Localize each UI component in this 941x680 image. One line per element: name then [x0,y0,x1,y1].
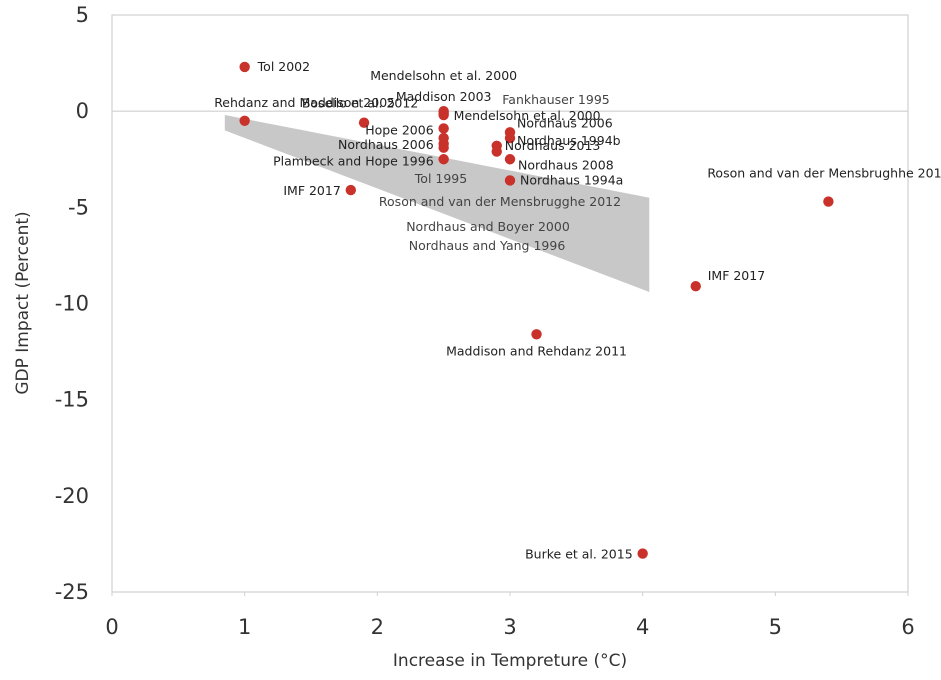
data-point [438,109,449,121]
data-point [690,280,701,292]
point-label: Maddison 2003 [396,89,492,104]
x-tick-label: 2 [371,615,384,639]
data-point [637,548,648,559]
point-label: Nordhaus 2008 [518,157,614,172]
x-tick-label: 3 [503,615,516,639]
point-label: Mendelsohn et al. 2000 [454,108,601,123]
annotation-label: Nordhaus and Boyer 2000 [406,219,570,234]
point-label: Maddison and Rehdanz 2011 [446,343,627,358]
point-label: Bosello et al. 2012 [302,96,418,111]
annotation-label: Fankhauser 1995 [502,92,610,107]
data-point [438,123,449,134]
point-label: IMF 2017 [708,268,765,283]
data-point [438,142,449,153]
point-labels-layer: Tol 2002 Rehdanz and Maddison 2005Bosello… [214,59,941,562]
data-point [491,146,502,157]
point-label: IMF 2017 [283,183,340,198]
data-point [504,132,516,144]
x-tick-label: 0 [105,615,118,639]
point-label: Plambeck and Hope 1996 [273,153,434,168]
x-axis-title: Increase in Tempreture (°C) [393,651,627,671]
x-tick-label: 6 [901,615,914,639]
point-label: Mendelsohn et al. 2000 [370,68,517,83]
data-point [504,175,516,186]
tick-labels-layer: 5 0 -5 -10 -15 -20 -25 0 1 2 3 4 5 6 [55,3,915,639]
point-label: Burke et al. 2015 [525,547,633,562]
data-point [239,115,250,126]
data-points-layer [239,61,834,559]
data-point [239,61,250,73]
y-tick-label: -25 [55,580,89,604]
annotation-label: Tol 1995 [414,171,467,186]
point-label: Roson and van der Mensbrughhe 2012 [707,166,941,181]
point-label: Nordhaus 1994b [517,133,621,148]
data-point [531,329,542,340]
annotation-label: Nordhaus and Yang 1996 [409,238,566,253]
y-tick-label: -15 [55,388,89,412]
y-tick-label: -10 [55,292,89,316]
data-point [358,117,370,128]
point-label: Tol 2002 [257,59,310,74]
data-point [504,154,516,165]
annotation-label: Roson and van der Mensbrugghe 2012 [379,194,621,209]
uncertainty-band-layer [224,115,650,292]
point-label: Nordhaus 2013 [505,138,601,153]
point-label: Hope 2006 [365,122,434,137]
uncertainty-band [224,115,650,292]
data-point [345,184,356,196]
data-point [438,154,449,165]
y-tick-label: 5 [76,3,89,27]
point-label: Nordhaus 2006 [517,115,613,130]
x-tick-label: 1 [238,615,251,639]
y-tick-label: -20 [55,484,89,508]
y-tick-label: 0 [76,99,89,123]
y-axis-title: GDP Impact (Percent) [13,211,33,394]
x-tick-label: 4 [636,615,649,639]
point-label: Nordhaus 2006 [338,137,434,152]
point-label: Nordhaus 1994a [520,172,623,187]
data-point [823,196,834,207]
y-tick-label: -5 [68,195,89,219]
point-label: Rehdanz and Maddison 2005 [214,95,395,110]
x-tick-label: 5 [769,615,782,639]
